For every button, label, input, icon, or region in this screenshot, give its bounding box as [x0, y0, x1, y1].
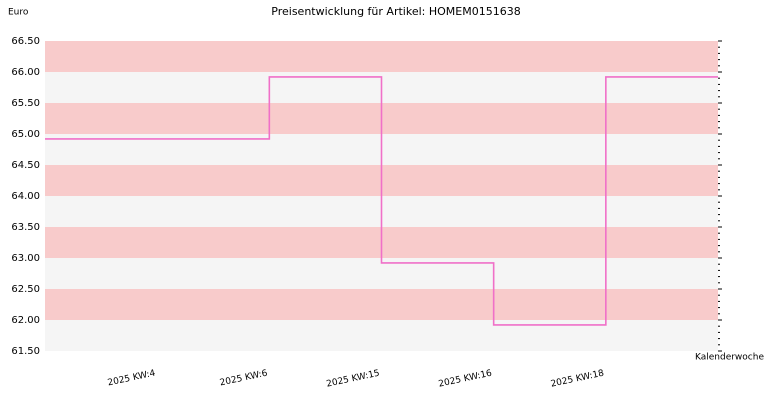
- y-tick-label: 66.50: [11, 36, 40, 47]
- grid-band: [45, 41, 718, 72]
- x-axis-label: Kalenderwoche: [695, 353, 764, 363]
- y-tick-label: 61.50: [11, 346, 40, 357]
- x-tick-label: 2025 KW:4: [107, 369, 157, 389]
- grid-band: [45, 289, 718, 320]
- y-tick-label: 63.00: [11, 253, 40, 264]
- y-axis-label: Euro: [8, 8, 29, 18]
- x-tick-label: 2025 KW:15: [326, 369, 381, 390]
- grid-band: [45, 320, 718, 351]
- chart-title: Preisentwicklung für Artikel: HOMEM01516…: [271, 5, 520, 18]
- y-tick-label: 62.00: [11, 315, 40, 326]
- y-tick-label: 66.00: [11, 67, 40, 78]
- y-tick-label: 62.50: [11, 284, 40, 295]
- price-line: [45, 76, 718, 326]
- y-tick-label: 64.00: [11, 191, 40, 202]
- x-tick-label: 2025 KW:6: [219, 369, 269, 389]
- y-tick-label: 63.50: [11, 222, 40, 233]
- y-tick-label: 65.00: [11, 129, 40, 140]
- x-tick-label: 2025 KW:16: [438, 369, 493, 390]
- y-tick-label: 64.50: [11, 160, 40, 171]
- x-tick-label: 2025 KW:18: [550, 369, 605, 390]
- y-tick-label: 65.50: [11, 98, 40, 109]
